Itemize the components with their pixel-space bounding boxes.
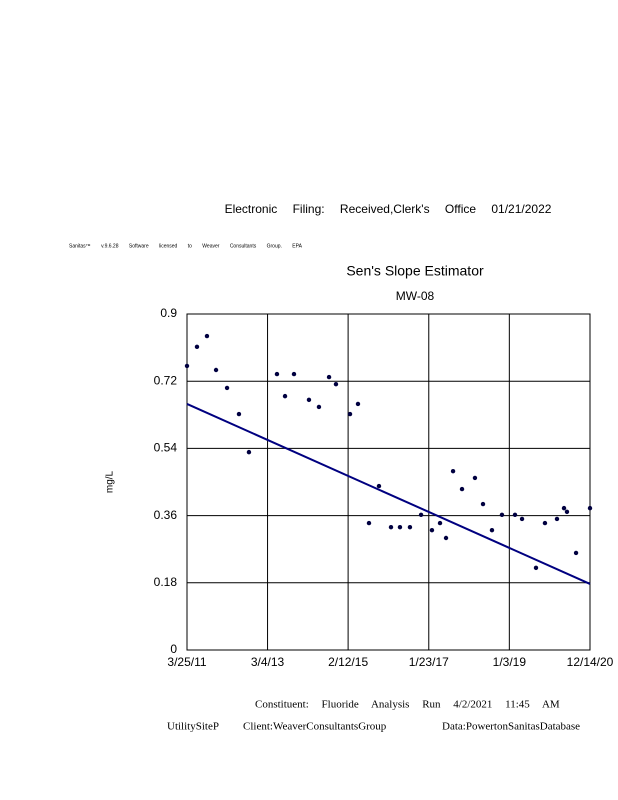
chart-title: Sen's Slope Estimator (346, 263, 484, 279)
footer-site: UtilitySiteP (167, 721, 219, 733)
chart-subtitle: MW-08 (396, 289, 435, 303)
data-point (274, 371, 280, 377)
data-point (587, 505, 593, 511)
data-point (407, 524, 413, 530)
y-axis-label: mg/L (105, 470, 116, 493)
data-point (533, 565, 539, 571)
data-point (418, 512, 424, 518)
y-tick-label: 0.18 (154, 575, 178, 589)
data-point (366, 520, 372, 526)
data-point (347, 411, 353, 417)
trend-line (186, 403, 591, 585)
x-tick-label: 1/3/19 (493, 655, 527, 669)
footer-run: Constituent: Fluoride Analysis Run 4/2/2… (255, 699, 560, 711)
data-point (512, 512, 518, 518)
footer-database: Data:PowertonSanitasDatabase (442, 721, 580, 733)
data-point (450, 468, 456, 474)
x-tick-label: 1/23/17 (409, 655, 449, 669)
data-point (542, 520, 548, 526)
data-point (236, 411, 242, 417)
data-point (554, 516, 560, 522)
data-point (224, 385, 230, 391)
data-point (573, 550, 579, 556)
data-point (306, 397, 312, 403)
data-point (480, 501, 486, 507)
data-point (429, 527, 435, 533)
data-point (204, 333, 210, 339)
data-point (376, 483, 382, 489)
y-tick-label: 0.36 (154, 508, 178, 522)
data-point (472, 475, 478, 481)
data-point (499, 512, 505, 518)
data-point (561, 505, 567, 511)
data-point (489, 527, 495, 533)
data-point (355, 401, 361, 407)
x-tick-label: 3/4/13 (251, 655, 285, 669)
data-point (194, 344, 200, 350)
data-point (282, 393, 288, 399)
data-point (443, 535, 449, 541)
y-tick-label: 0.9 (160, 306, 177, 320)
data-point (326, 374, 332, 380)
footer-client: Client:WeaverConsultantsGroup (243, 721, 387, 733)
data-point (459, 486, 465, 492)
x-tick-label: 12/14/20 (567, 655, 614, 669)
y-tick-label: 0.72 (154, 373, 178, 387)
y-tick-label: 0.54 (154, 441, 178, 455)
filing-header: Electronic Filing: Received,Clerk's Offi… (225, 202, 552, 216)
data-point (213, 367, 219, 373)
data-point (564, 509, 570, 515)
data-point (388, 524, 394, 530)
data-point (246, 449, 252, 455)
data-point (437, 520, 443, 526)
data-point (519, 516, 525, 522)
license-line: Sanitas™ v.9.6.28 Software licensed to W… (69, 243, 303, 249)
data-point (184, 363, 190, 369)
data-point (397, 524, 403, 530)
data-point (291, 371, 297, 377)
data-point (333, 381, 339, 387)
plot-area (186, 313, 591, 651)
x-tick-label: 2/12/15 (328, 655, 368, 669)
y-tick-label: 0 (170, 642, 177, 656)
x-tick-label: 3/25/11 (167, 655, 206, 669)
data-point (316, 404, 322, 410)
